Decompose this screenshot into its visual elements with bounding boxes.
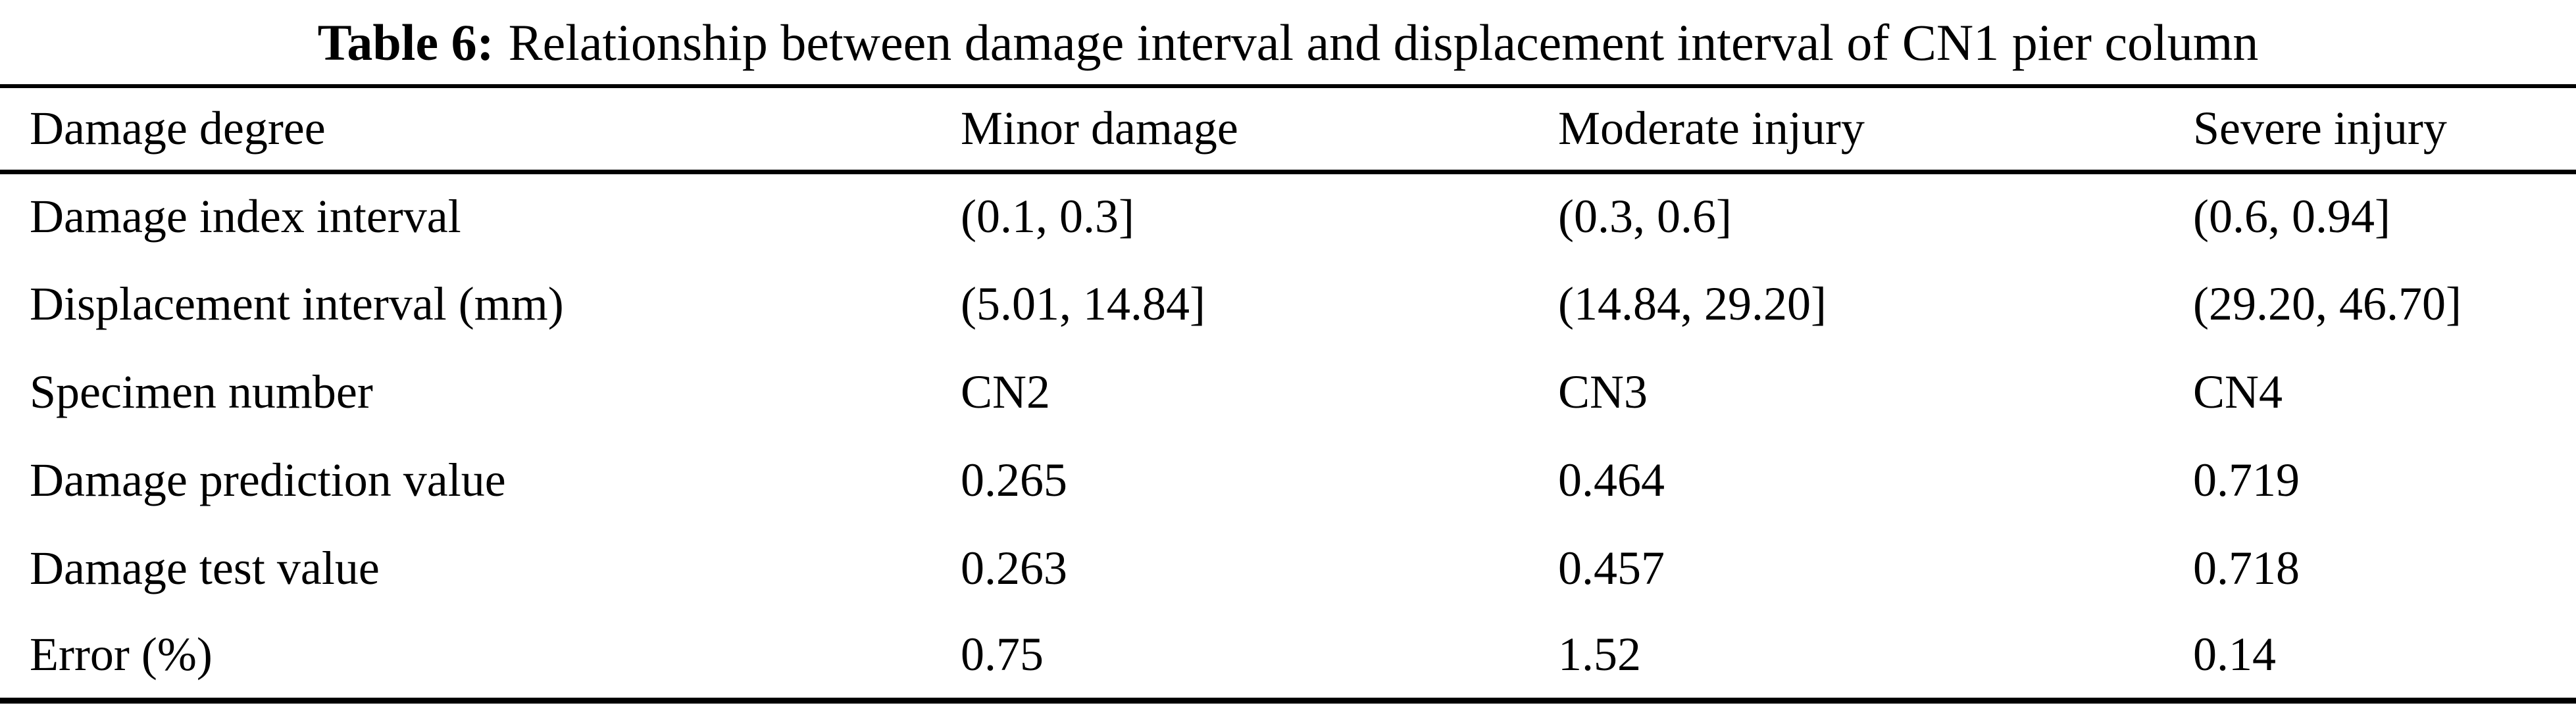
- value-cell: CN2: [961, 365, 1051, 418]
- table-header-row: Damage degree Minor damage Moderate inju…: [0, 86, 2576, 172]
- row-label-cell: Damage test value: [30, 541, 380, 594]
- row-label-cell: Error (%): [30, 628, 213, 681]
- header-cell-minor-damage: Minor damage: [961, 102, 1238, 155]
- table-caption-text: Relationship between damage interval and…: [508, 14, 2259, 71]
- table-row-damage-index-interval: Damage index interval (0.1, 0.3] (0.3, 0…: [0, 172, 2576, 260]
- table-row-damage-prediction-value: Damage prediction value 0.265 0.464 0.71…: [0, 436, 2576, 524]
- table-row-error-percent: Error (%) 0.75 1.52 0.14: [0, 612, 2576, 700]
- value-cell: 0.457: [1558, 541, 1665, 594]
- row-label-cell: Damage prediction value: [30, 453, 506, 506]
- row-label-cell: Specimen number: [30, 365, 373, 418]
- table-caption: Table 6: Relationship between damage inte…: [0, 0, 2576, 84]
- header-cell-damage-degree: Damage degree: [30, 102, 326, 155]
- header-cell-severe-injury: Severe injury: [2193, 102, 2447, 155]
- table-caption-label: Table 6:: [317, 14, 494, 71]
- table-row-displacement-interval: Displacement interval (mm) (5.01, 14.84]…: [0, 260, 2576, 348]
- table-row-damage-test-value: Damage test value 0.263 0.457 0.718: [0, 524, 2576, 612]
- value-cell: (5.01, 14.84]: [961, 277, 1205, 330]
- value-cell: 0.14: [2193, 628, 2276, 681]
- header-cell-moderate-injury: Moderate injury: [1558, 102, 1865, 155]
- value-cell: (0.1, 0.3]: [961, 190, 1134, 243]
- value-cell: CN3: [1558, 365, 1648, 418]
- value-cell: 0.75: [961, 628, 1044, 681]
- value-cell: 0.718: [2193, 541, 2300, 594]
- value-cell: 0.719: [2193, 453, 2300, 506]
- value-cell: CN4: [2193, 365, 2283, 418]
- value-cell: 1.52: [1558, 628, 1641, 681]
- damage-displacement-table: Damage degree Minor damage Moderate inju…: [0, 84, 2576, 704]
- value-cell: (29.20, 46.70]: [2193, 277, 2462, 330]
- value-cell: 0.265: [961, 453, 1067, 506]
- value-cell: (14.84, 29.20]: [1558, 277, 1827, 330]
- table-row-specimen-number: Specimen number CN2 CN3 CN4: [0, 348, 2576, 436]
- row-label-cell: Displacement interval (mm): [30, 277, 564, 330]
- value-cell: 0.464: [1558, 453, 1665, 506]
- value-cell: (0.3, 0.6]: [1558, 190, 1732, 243]
- row-label-cell: Damage index interval: [30, 190, 461, 243]
- value-cell: (0.6, 0.94]: [2193, 190, 2390, 243]
- value-cell: 0.263: [961, 541, 1067, 594]
